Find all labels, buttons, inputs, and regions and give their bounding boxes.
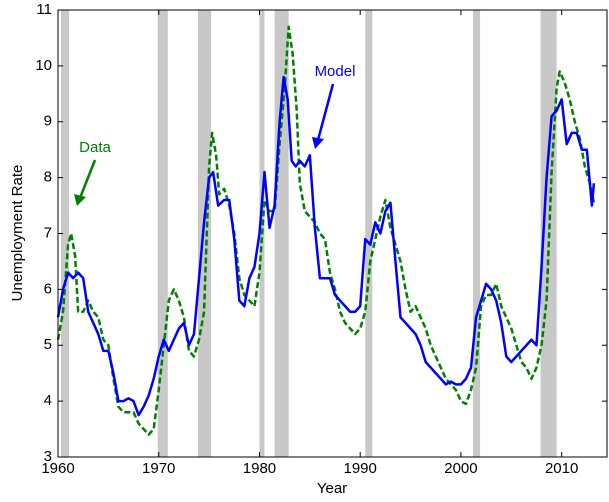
annotation: Data	[79, 139, 111, 156]
x-tick-label: 1990	[344, 460, 377, 477]
y-tick-label: 6	[44, 280, 52, 297]
x-tick-label: 2000	[444, 460, 477, 477]
recession-band	[274, 10, 289, 457]
x-tick-label: 1970	[142, 460, 175, 477]
x-tick-label: 2010	[545, 460, 578, 477]
annotation-arrow	[74, 83, 335, 206]
x-tick-label: 1980	[243, 460, 276, 477]
y-tick-label: 8	[44, 169, 52, 186]
y-axis-label: Unemployment Rate	[9, 165, 26, 302]
recession-band	[157, 10, 168, 457]
recession-band	[198, 10, 212, 457]
annotation: Model	[315, 63, 356, 80]
x-axis-label: Year	[317, 480, 347, 497]
y-tick-label: 11	[36, 1, 52, 18]
recession-band	[61, 10, 70, 457]
x-tick-label: 1960	[41, 460, 74, 477]
series-line	[56, 25, 596, 436]
y-tick-label: 3	[44, 448, 52, 465]
y-tick-label: 7	[44, 224, 52, 241]
series-line	[56, 75, 596, 417]
y-tick-label: 5	[44, 336, 52, 353]
y-tick-label: 9	[44, 113, 52, 130]
recession-band	[473, 10, 481, 457]
recession-band	[365, 10, 373, 457]
y-tick-label: 4	[44, 392, 52, 409]
y-tick-label: 10	[35, 57, 52, 74]
